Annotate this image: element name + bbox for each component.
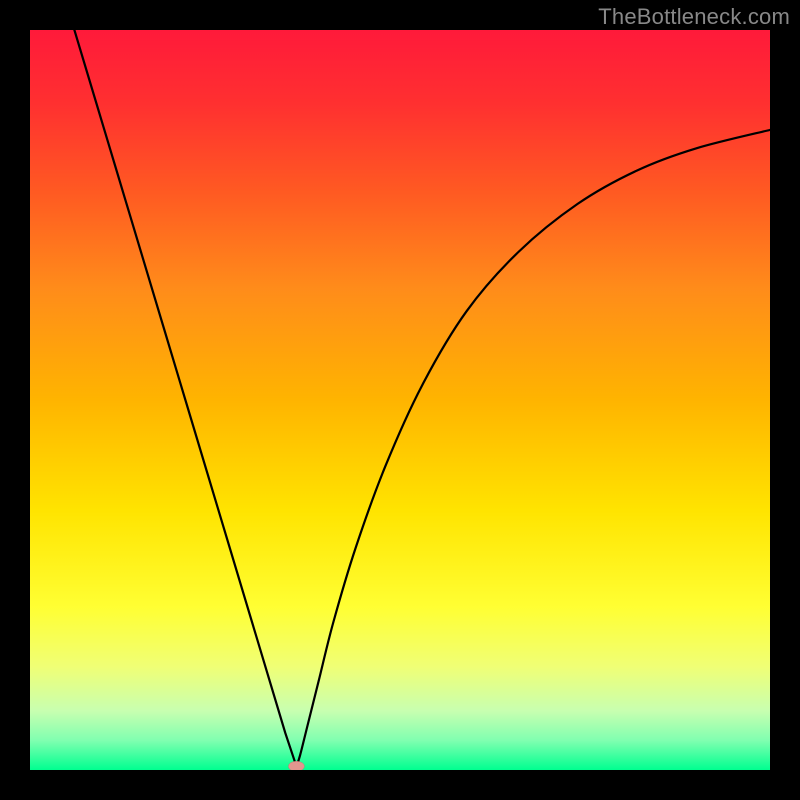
chart-container: TheBottleneck.com <box>0 0 800 800</box>
bottleneck-curve <box>74 30 770 766</box>
curve-layer <box>30 30 770 770</box>
minimum-marker <box>288 761 304 770</box>
watermark-text: TheBottleneck.com <box>598 4 790 30</box>
plot-area <box>30 30 770 770</box>
